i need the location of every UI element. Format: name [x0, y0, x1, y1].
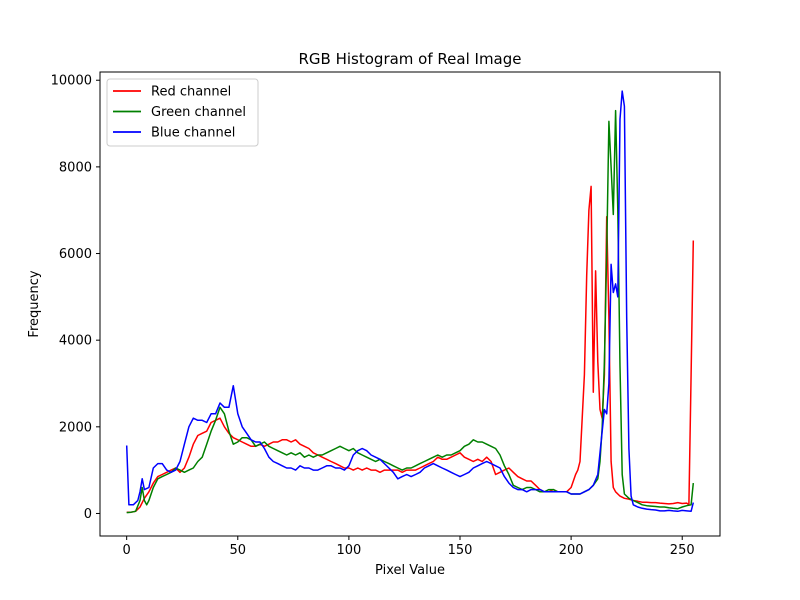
x-tick-label: 150: [448, 543, 473, 558]
legend-label: Blue channel: [151, 126, 235, 141]
x-axis-label: Pixel Value: [375, 563, 445, 578]
legend-label: Red channel: [151, 85, 231, 100]
y-tick-label: 10000: [51, 74, 92, 89]
x-tick-label: 100: [336, 543, 361, 558]
x-tick-label: 50: [230, 543, 247, 558]
series-line-blue: [125, 90, 695, 513]
series-line-green: [126, 109, 695, 514]
y-axis-label: Frequency: [27, 270, 42, 337]
y-tick-label: 0: [84, 507, 92, 522]
y-axis: 0 2000 4000 6000 8000 10000: [51, 74, 100, 522]
y-tick-label: 8000: [59, 160, 92, 175]
legend: Red channel Green channel Blue channel: [106, 78, 259, 147]
x-axis: 0 50 100 150 200 250: [123, 536, 695, 558]
y-tick-label: 2000: [59, 420, 92, 435]
x-tick-label: 0: [123, 543, 131, 558]
series-lines: [125, 90, 695, 514]
x-tick-label: 250: [670, 543, 695, 558]
legend-label: Green channel: [151, 105, 246, 120]
plot-frame: [99, 71, 721, 537]
y-tick-label: 6000: [59, 247, 92, 262]
chart-title: RGB Histogram of Real Image: [299, 50, 522, 68]
y-tick-label: 4000: [59, 334, 92, 349]
x-tick-label: 200: [559, 543, 584, 558]
legend-box: [106, 78, 259, 147]
